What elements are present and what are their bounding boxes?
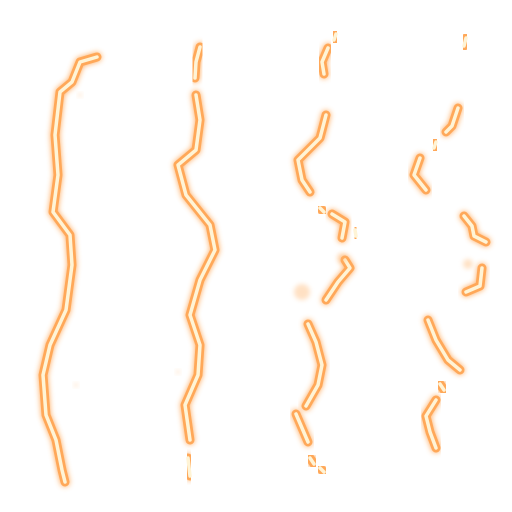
bolt-frame-2 [173, 42, 220, 481]
bolt-frame-3 [291, 29, 361, 477]
bolt-frame-4 [409, 33, 491, 453]
bolt-frame-1 [38, 52, 102, 487]
